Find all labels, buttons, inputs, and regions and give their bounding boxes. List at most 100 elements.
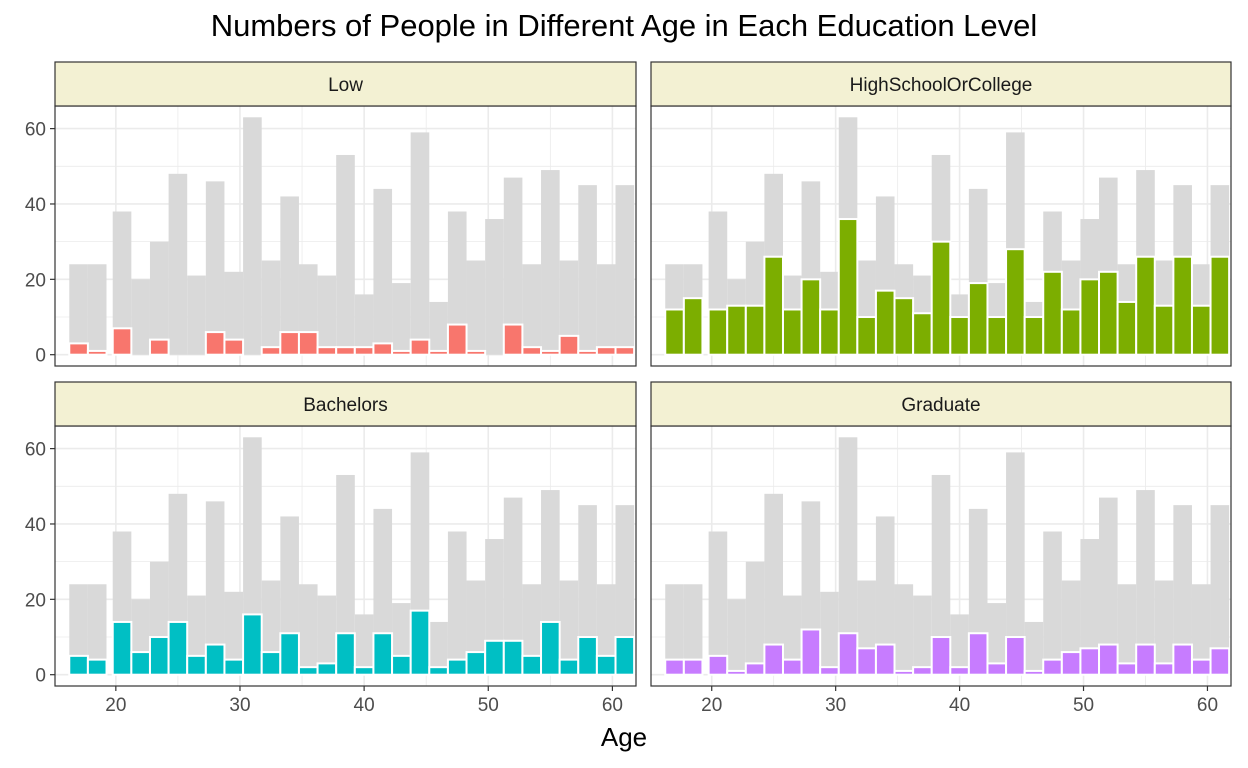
y-tick-label: 40: [25, 515, 46, 536]
bar: [1135, 643, 1156, 676]
bar: [86, 658, 108, 676]
bar: [502, 639, 524, 676]
background-bar: [354, 294, 374, 355]
background-bar: [578, 505, 597, 675]
background-bar: [1136, 490, 1155, 675]
bar: [391, 654, 412, 676]
bar: [874, 643, 896, 676]
bar: [1190, 658, 1212, 676]
bar: [502, 323, 524, 356]
bar: [223, 338, 245, 356]
bar: [1060, 651, 1082, 676]
background-bar: [745, 561, 765, 675]
bar: [297, 666, 319, 676]
background-bar: [485, 219, 504, 355]
background-bar: [615, 505, 635, 675]
background-bar: [503, 177, 523, 355]
background-bar: [87, 264, 107, 355]
bar: [912, 666, 933, 676]
bar: [111, 620, 133, 676]
background-bar: [820, 591, 839, 675]
facet-strip: [650, 61, 1232, 107]
bar: [391, 349, 412, 356]
bar: [1005, 636, 1026, 676]
bar: [781, 658, 803, 676]
background-bar: [131, 279, 150, 355]
bar: [223, 658, 245, 676]
bar: [521, 346, 543, 356]
background-bar: [280, 196, 299, 355]
background-bar: [466, 260, 486, 355]
bar: [967, 632, 989, 676]
bar: [893, 297, 915, 356]
facet-strip-label: Graduate: [901, 395, 980, 416]
y-tick-label: 20: [25, 270, 46, 291]
bar: [130, 651, 151, 676]
bar: [242, 613, 263, 676]
background-bar: [243, 117, 262, 355]
bar: [614, 346, 636, 356]
chart-title: Numbers of People in Different Age in Ea…: [210, 8, 1038, 43]
y-tick-label: 20: [25, 590, 46, 611]
background-bar: [354, 614, 374, 675]
facet-panel-low: Low 0 20 40 60: [25, 61, 637, 367]
background-bar: [1191, 584, 1211, 675]
background-bar: [1080, 539, 1100, 675]
facet-panel-highschoolorcollege: HighSchoolOrCollege: [650, 61, 1232, 367]
background-bar: [69, 584, 88, 675]
y-tick-label: 0: [35, 666, 46, 687]
x-tick-label: 30: [229, 695, 250, 716]
bar: [726, 669, 747, 676]
bar: [781, 308, 803, 356]
facet-panel-bachelors: Bachelors 0 20 40 60 20 30 40 50 60: [25, 381, 637, 716]
bar: [484, 639, 505, 676]
bar: [1116, 662, 1138, 676]
bar: [800, 278, 822, 356]
bar: [1153, 304, 1175, 356]
bar: [1023, 316, 1045, 356]
background-bar: [69, 264, 88, 355]
bar: [446, 658, 468, 676]
bar: [68, 654, 89, 676]
background-bar: [112, 211, 132, 355]
background-bar: [782, 595, 802, 675]
facet-strip-label: Bachelors: [303, 395, 388, 416]
bar: [707, 308, 729, 356]
bar: [1098, 270, 1119, 356]
bar: [204, 643, 226, 676]
background-bar: [1024, 621, 1044, 675]
bar: [682, 658, 704, 676]
bar: [1060, 308, 1082, 356]
bar: [521, 654, 543, 676]
bar: [335, 632, 356, 676]
background-bar: [1099, 497, 1118, 675]
background-bar: [168, 173, 188, 355]
bar: [986, 316, 1008, 356]
background-bar: [187, 275, 206, 355]
background-bar: [541, 170, 560, 355]
background-bar: [224, 271, 244, 355]
background-bar: [708, 531, 728, 675]
background-bar: [447, 211, 467, 355]
bar: [949, 316, 970, 356]
bar: [316, 346, 338, 356]
bar: [800, 628, 822, 676]
bar: [986, 662, 1008, 676]
bar: [353, 666, 375, 676]
bar: [335, 346, 356, 356]
bar: [614, 636, 636, 676]
bar: [279, 632, 300, 676]
bar: [540, 620, 561, 676]
background-bar: [1043, 531, 1062, 675]
bar: [837, 218, 859, 356]
bar: [1190, 304, 1212, 356]
bar: [1098, 643, 1119, 676]
bar: [1042, 658, 1063, 676]
bar: [260, 346, 282, 356]
bar: [1023, 669, 1045, 676]
bar: [967, 282, 989, 356]
bar: [595, 346, 617, 356]
bar: [1153, 662, 1175, 676]
x-tick-label: 30: [825, 695, 846, 716]
